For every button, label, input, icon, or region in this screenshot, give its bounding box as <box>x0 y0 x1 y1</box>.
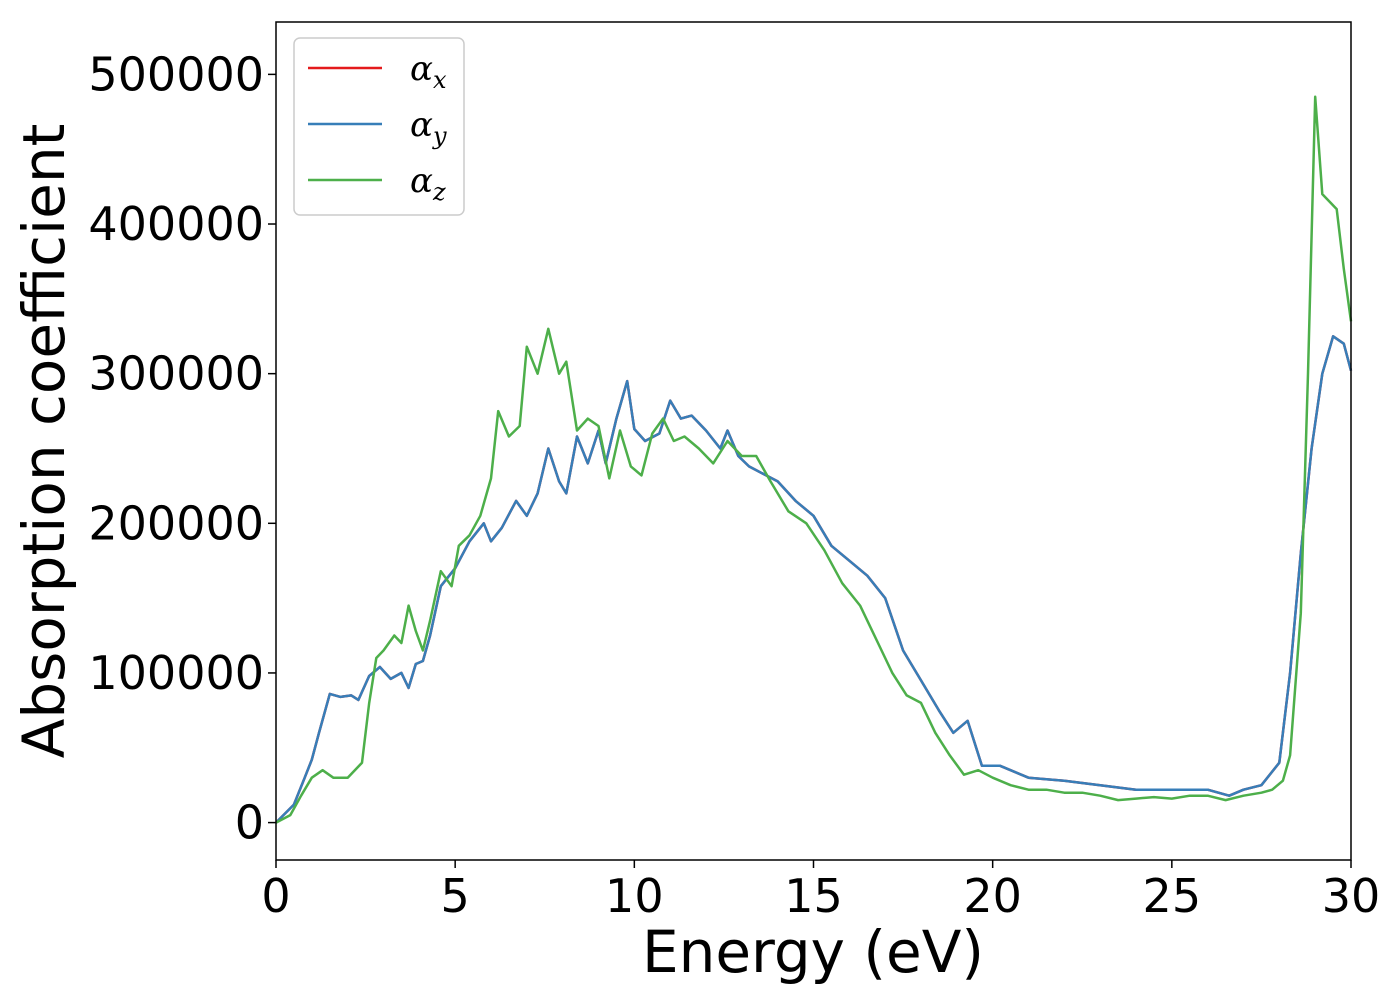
y-tick-label: 300000 <box>88 347 264 401</box>
legend-label-x: αx <box>410 49 447 94</box>
legend-subscript: x <box>433 66 447 94</box>
series-line-y <box>275 335 1353 824</box>
series-line-z <box>275 95 1353 824</box>
legend-symbol: α <box>410 161 433 201</box>
legend-box <box>293 37 465 216</box>
plot-frame <box>275 21 1352 861</box>
y-tick-label: 500000 <box>88 47 264 101</box>
y-tick-label: 0 <box>235 796 264 850</box>
x-axis: 0 5 10 15 20 25 30 <box>261 860 1380 923</box>
x-tick-label: 20 <box>963 869 1022 923</box>
y-tick-label: 100000 <box>88 646 264 700</box>
y-axis-title: Absorption coefficient <box>10 124 78 759</box>
legend-label-z: αz <box>410 161 446 206</box>
x-axis-title: Energy (eV) <box>642 918 984 986</box>
x-tick-label: 5 <box>441 869 470 923</box>
y-tick-label: 400000 <box>88 197 264 251</box>
series-lines <box>275 95 1353 824</box>
legend-subscript: y <box>432 122 447 150</box>
x-tick-label: 15 <box>784 869 843 923</box>
y-tick-label: 200000 <box>88 496 264 550</box>
x-tick-label: 10 <box>605 869 664 923</box>
legend-label-y: αy <box>410 105 447 150</box>
y-axis: 0 100000 200000 300000 400000 500000 <box>88 47 276 850</box>
legend-symbol: α <box>410 49 433 89</box>
x-tick-label: 30 <box>1322 869 1381 923</box>
x-tick-label: 25 <box>1143 869 1202 923</box>
legend-symbol: α <box>410 105 433 145</box>
x-tick-label: 0 <box>261 869 290 923</box>
legend-subscript: z <box>432 178 446 206</box>
